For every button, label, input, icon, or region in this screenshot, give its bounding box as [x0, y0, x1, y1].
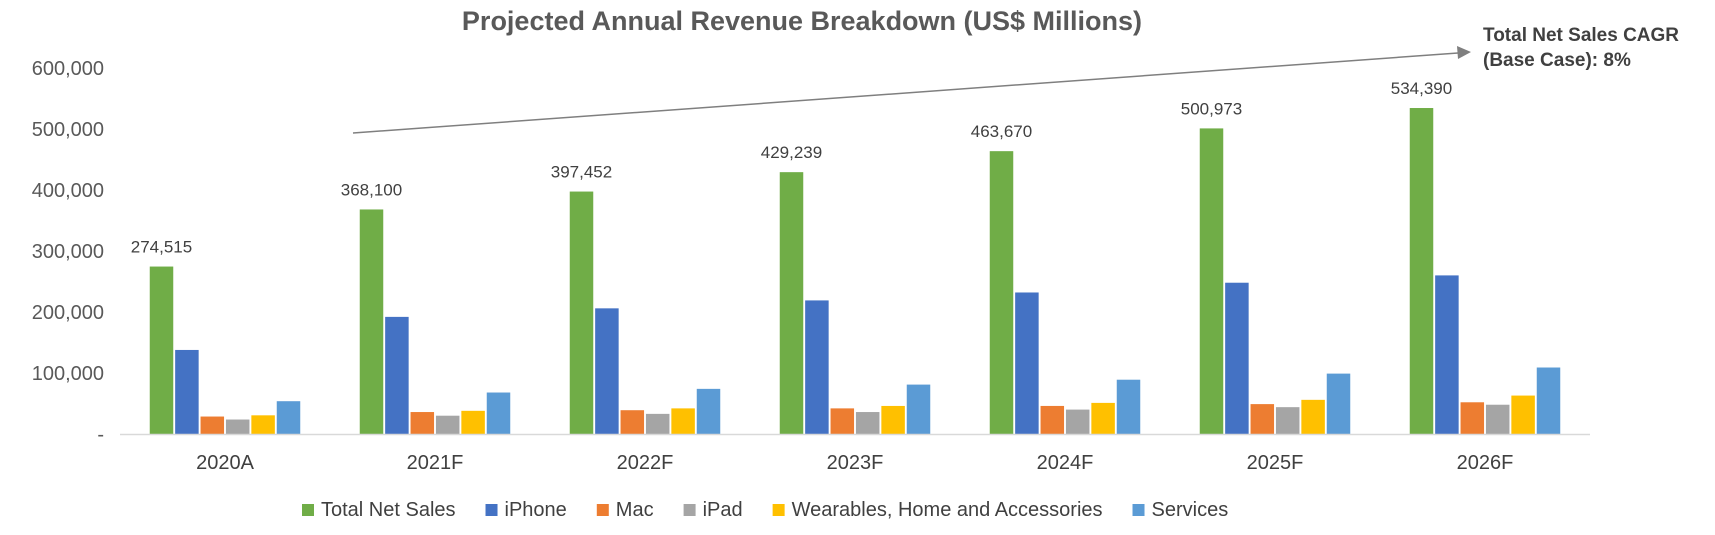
bar-total-net-sales-2022f [569, 191, 594, 434]
bar-mac-2021f [410, 412, 435, 434]
x-category-label: 2022F [617, 452, 674, 474]
bar-services-2023f [906, 384, 931, 434]
data-label-total-net-sales: 368,100 [341, 180, 402, 199]
bar-mac-2025f [1250, 404, 1275, 434]
bar-wearables-home-and-accessories-2022f [671, 408, 695, 434]
bar-wearables-home-and-accessories-2025f [1301, 399, 1325, 434]
cagr-annotation-line1: Total Net Sales CAGR [1483, 25, 1679, 46]
legend-swatch-mac [596, 504, 609, 516]
bar-iphone-2021f [385, 316, 409, 434]
bar-wearables-home-and-accessories-2023f [881, 405, 905, 434]
bar-services-2020a [276, 401, 301, 434]
bar-ipad-2026f [1485, 404, 1510, 434]
y-tick-label: 300,000 [32, 241, 104, 263]
data-label-total-net-sales: 274,515 [131, 238, 192, 257]
bar-ipad-2023f [855, 412, 880, 434]
bar-iphone-2023f [805, 300, 829, 434]
legend-swatch-ipad [683, 504, 696, 516]
legend-label: iPad [703, 499, 743, 521]
bar-ipad-2020a [225, 419, 250, 434]
y-tick-label: 100,000 [32, 363, 104, 385]
legend-label: Services [1152, 499, 1229, 521]
data-label-total-net-sales: 500,973 [1181, 99, 1242, 118]
bar-iphone-2024f [1015, 292, 1039, 434]
x-category-label: 2024F [1037, 452, 1094, 474]
bar-total-net-sales-2020a [149, 266, 174, 434]
bar-ipad-2022f [645, 413, 670, 434]
y-tick-label: 500,000 [32, 119, 104, 141]
bar-iphone-2025f [1225, 282, 1249, 434]
data-label-total-net-sales: 429,239 [761, 143, 822, 162]
y-tick-label: 600,000 [32, 58, 104, 80]
x-category-label: 2020A [196, 452, 254, 474]
legend-label: Wearables, Home and Accessories [792, 499, 1103, 521]
bar-total-net-sales-2025f [1199, 128, 1224, 434]
bar-wearables-home-and-accessories-2024f [1091, 402, 1115, 434]
bar-mac-2024f [1040, 405, 1065, 434]
bar-mac-2023f [830, 408, 855, 434]
cagr-arrow-line [352, 52, 1459, 134]
bar-iphone-2020a [175, 349, 199, 434]
y-tick-label: - [97, 424, 104, 446]
legend-label: iPhone [505, 499, 567, 521]
x-category-label: 2021F [407, 452, 464, 474]
cagr-annotation-line2: (Base Case): 8% [1483, 50, 1631, 71]
bar-services-2022f [696, 388, 721, 434]
legend-swatch-total-net-sales [302, 504, 314, 516]
bar-total-net-sales-2021f [359, 209, 384, 434]
data-label-total-net-sales: 463,670 [971, 122, 1032, 141]
data-label-total-net-sales: 534,390 [1391, 79, 1452, 98]
bar-total-net-sales-2023f [779, 172, 804, 434]
bar-total-net-sales-2026f [1409, 108, 1434, 435]
legend: Total Net Sales iPhone Mac iPad Wearables, H… [302, 499, 1228, 521]
x-axis-categories: 2020A 2021F 2022F 2023F 2024F 2025F 2026F [196, 452, 1513, 474]
x-category-label: 2025F [1247, 452, 1304, 474]
bar-ipad-2025f [1275, 407, 1300, 434]
bars-group [149, 108, 1561, 435]
bar-iphone-2026f [1435, 275, 1459, 434]
chart-title: Projected Annual Revenue Breakdown (US$ … [462, 6, 1142, 36]
legend-swatch-wearables-home-and-accessories [772, 504, 785, 516]
bar-services-2021f [486, 392, 511, 434]
bar-ipad-2021f [435, 415, 460, 434]
bar-iphone-2022f [595, 308, 619, 434]
bar-mac-2022f [620, 410, 645, 434]
bar-total-net-sales-2024f [989, 151, 1014, 434]
legend-label: Mac [616, 499, 654, 521]
bar-ipad-2024f [1065, 409, 1090, 434]
legend-swatch-iphone [485, 504, 498, 516]
legend-label: Total Net Sales [321, 499, 456, 521]
y-axis: - 100,000 200,000 300,000 400,000 500,000 600,… [32, 58, 104, 446]
legend-swatch-services [1132, 504, 1145, 516]
bar-wearables-home-and-accessories-2026f [1511, 395, 1535, 434]
bar-services-2024f [1116, 379, 1141, 434]
data-labels-group: 274,515 368,100 397,452 429,239 463,670 500,9… [131, 79, 1452, 257]
bar-services-2025f [1326, 373, 1351, 434]
x-category-label: 2026F [1457, 452, 1514, 474]
x-category-label: 2023F [827, 452, 884, 474]
y-tick-label: 200,000 [32, 302, 104, 324]
bar-wearables-home-and-accessories-2020a [251, 415, 275, 434]
bar-mac-2026f [1460, 402, 1485, 434]
bar-mac-2020a [200, 416, 225, 434]
bar-services-2026f [1536, 367, 1561, 434]
data-label-total-net-sales: 397,452 [551, 163, 612, 182]
bar-wearables-home-and-accessories-2021f [461, 410, 485, 434]
cagr-annotation: Total Net Sales CAGR (Base Case): 8% [352, 25, 1679, 134]
y-tick-label: 400,000 [32, 180, 104, 202]
cagr-arrow-head [1457, 46, 1471, 59]
